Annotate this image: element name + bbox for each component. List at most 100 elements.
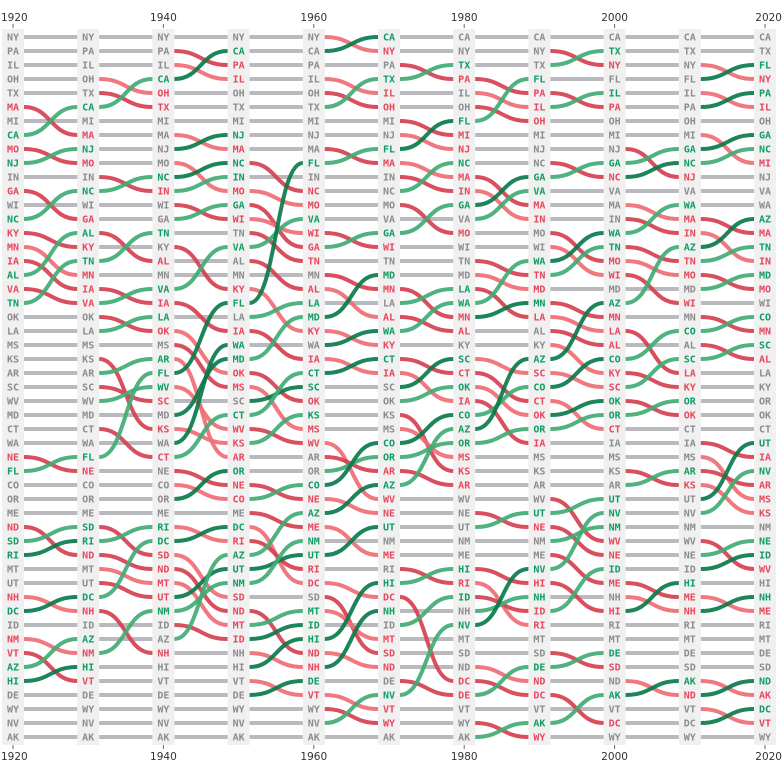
state-label: MD bbox=[308, 313, 320, 324]
label-column-1930 bbox=[77, 29, 100, 745]
rank-line-WI-2000 bbox=[625, 273, 679, 305]
state-label: FL bbox=[684, 75, 696, 86]
state-label: NV bbox=[7, 719, 19, 730]
state-labels: NY PA IL OH TX MA MI CA MO NJ IN GA WI NC KY MN IA AL VA TN… bbox=[7, 33, 772, 744]
rank-line-OK-1950 bbox=[249, 371, 303, 403]
rank-line-AL-1920 bbox=[23, 231, 78, 277]
state-label: TN bbox=[82, 257, 94, 268]
rank-line-WV-2010 bbox=[700, 539, 755, 571]
rank-line-TN-1950 bbox=[249, 231, 303, 263]
state-label: NC bbox=[383, 187, 395, 198]
rank-line-NE-1960 bbox=[324, 497, 379, 515]
state-label: CA bbox=[533, 33, 545, 44]
state-label: NH bbox=[383, 607, 395, 618]
state-label: RI bbox=[308, 565, 320, 576]
rank-line-CA-1920 bbox=[23, 105, 78, 137]
rank-line-NE-1940 bbox=[174, 469, 228, 487]
state-label: MA bbox=[233, 145, 245, 156]
state-label: NJ bbox=[684, 173, 696, 184]
state-label: IN bbox=[609, 215, 621, 226]
rank-line-CA-1940 bbox=[174, 49, 228, 81]
state-label: NE bbox=[233, 481, 245, 492]
state-label: AR bbox=[383, 467, 396, 478]
state-label: AR bbox=[233, 453, 246, 464]
state-label: MO bbox=[759, 285, 771, 296]
label-column-1970 bbox=[378, 29, 400, 745]
state-label: PA bbox=[759, 89, 771, 100]
state-label: DE bbox=[533, 663, 545, 674]
state-label: VA bbox=[458, 215, 470, 226]
rank-line-CO-1960 bbox=[324, 441, 379, 487]
rank-line-CT-1970 bbox=[399, 357, 454, 375]
state-label: FL bbox=[383, 145, 395, 156]
state-label: CA bbox=[759, 33, 771, 44]
state-label: NC bbox=[759, 145, 771, 156]
state-label: WY bbox=[233, 705, 245, 716]
state-label: MI bbox=[609, 131, 621, 142]
label-column-1990 bbox=[528, 29, 551, 745]
rank-line-GA-1940 bbox=[174, 203, 228, 221]
rank-line-WA-1940 bbox=[173, 343, 229, 445]
state-label: NH bbox=[157, 649, 169, 660]
rank-line-CO-1950 bbox=[249, 483, 303, 501]
state-label: WV bbox=[533, 495, 545, 506]
state-label: NC bbox=[458, 159, 470, 170]
state-label: NV bbox=[157, 719, 169, 730]
state-label: HI bbox=[157, 663, 169, 674]
rank-line-MO-2000 bbox=[625, 259, 679, 277]
state-label: FL bbox=[533, 75, 545, 86]
state-label: CT bbox=[684, 425, 696, 436]
state-label: WA bbox=[308, 341, 320, 352]
state-label: NM bbox=[684, 523, 696, 534]
rank-line-IL-1960 bbox=[324, 77, 379, 95]
state-label: SD bbox=[157, 551, 169, 562]
rank-line-FL-1950 bbox=[248, 161, 304, 305]
state-label: MS bbox=[157, 341, 169, 352]
state-label: AK bbox=[458, 733, 470, 744]
state-label: IA bbox=[383, 369, 395, 380]
state-label: MA bbox=[759, 229, 771, 240]
state-label: MN bbox=[157, 271, 169, 282]
state-label: CT bbox=[458, 369, 470, 380]
rank-line-OR-1940 bbox=[174, 469, 228, 501]
rank-line-UT-1940 bbox=[174, 567, 228, 599]
rank-line-NC-1970 bbox=[399, 161, 454, 193]
state-label: KY bbox=[233, 285, 245, 296]
rank-line-VA-1940 bbox=[174, 245, 228, 291]
rank-line-LA-1930 bbox=[99, 315, 153, 333]
state-label: DE bbox=[233, 691, 245, 702]
state-label: IA bbox=[684, 439, 696, 450]
state-label: WY bbox=[609, 733, 621, 744]
state-label: CA bbox=[7, 131, 19, 142]
rank-line-TX-1960 bbox=[324, 77, 379, 109]
rank-line-AZ-1940 bbox=[173, 553, 229, 641]
state-label: IA bbox=[233, 327, 245, 338]
state-label: DE bbox=[7, 691, 19, 702]
rank-line-CO-1970 bbox=[399, 413, 454, 445]
state-label: NH bbox=[233, 649, 245, 660]
rank-line-MT-1940 bbox=[174, 581, 228, 627]
state-label: RI bbox=[533, 621, 545, 632]
state-label: KY bbox=[609, 369, 621, 380]
state-label: NY bbox=[533, 47, 545, 58]
rank-line-DC-1980 bbox=[475, 679, 529, 697]
tick-label-top: 2000 bbox=[601, 12, 628, 24]
tick-label-bottom: 1960 bbox=[300, 751, 327, 763]
state-label: DC bbox=[157, 537, 169, 548]
state-label: VA bbox=[233, 243, 245, 254]
rank-line-CO-1940 bbox=[174, 483, 228, 501]
state-label: ME bbox=[759, 607, 771, 618]
state-label: CO bbox=[609, 355, 621, 366]
state-label: CT bbox=[82, 425, 94, 436]
state-label: TN bbox=[7, 299, 19, 310]
rank-line-ID-2010 bbox=[700, 553, 755, 571]
state-label: DC bbox=[82, 593, 94, 604]
state-label: PA bbox=[82, 47, 94, 58]
state-label: SC bbox=[609, 383, 621, 394]
state-label: MO bbox=[308, 201, 320, 212]
state-label: WY bbox=[533, 733, 545, 744]
state-label: MS bbox=[308, 425, 320, 436]
state-label: AZ bbox=[308, 509, 320, 520]
state-label: TX bbox=[533, 61, 545, 72]
rank-line-OK-1990 bbox=[550, 399, 604, 417]
